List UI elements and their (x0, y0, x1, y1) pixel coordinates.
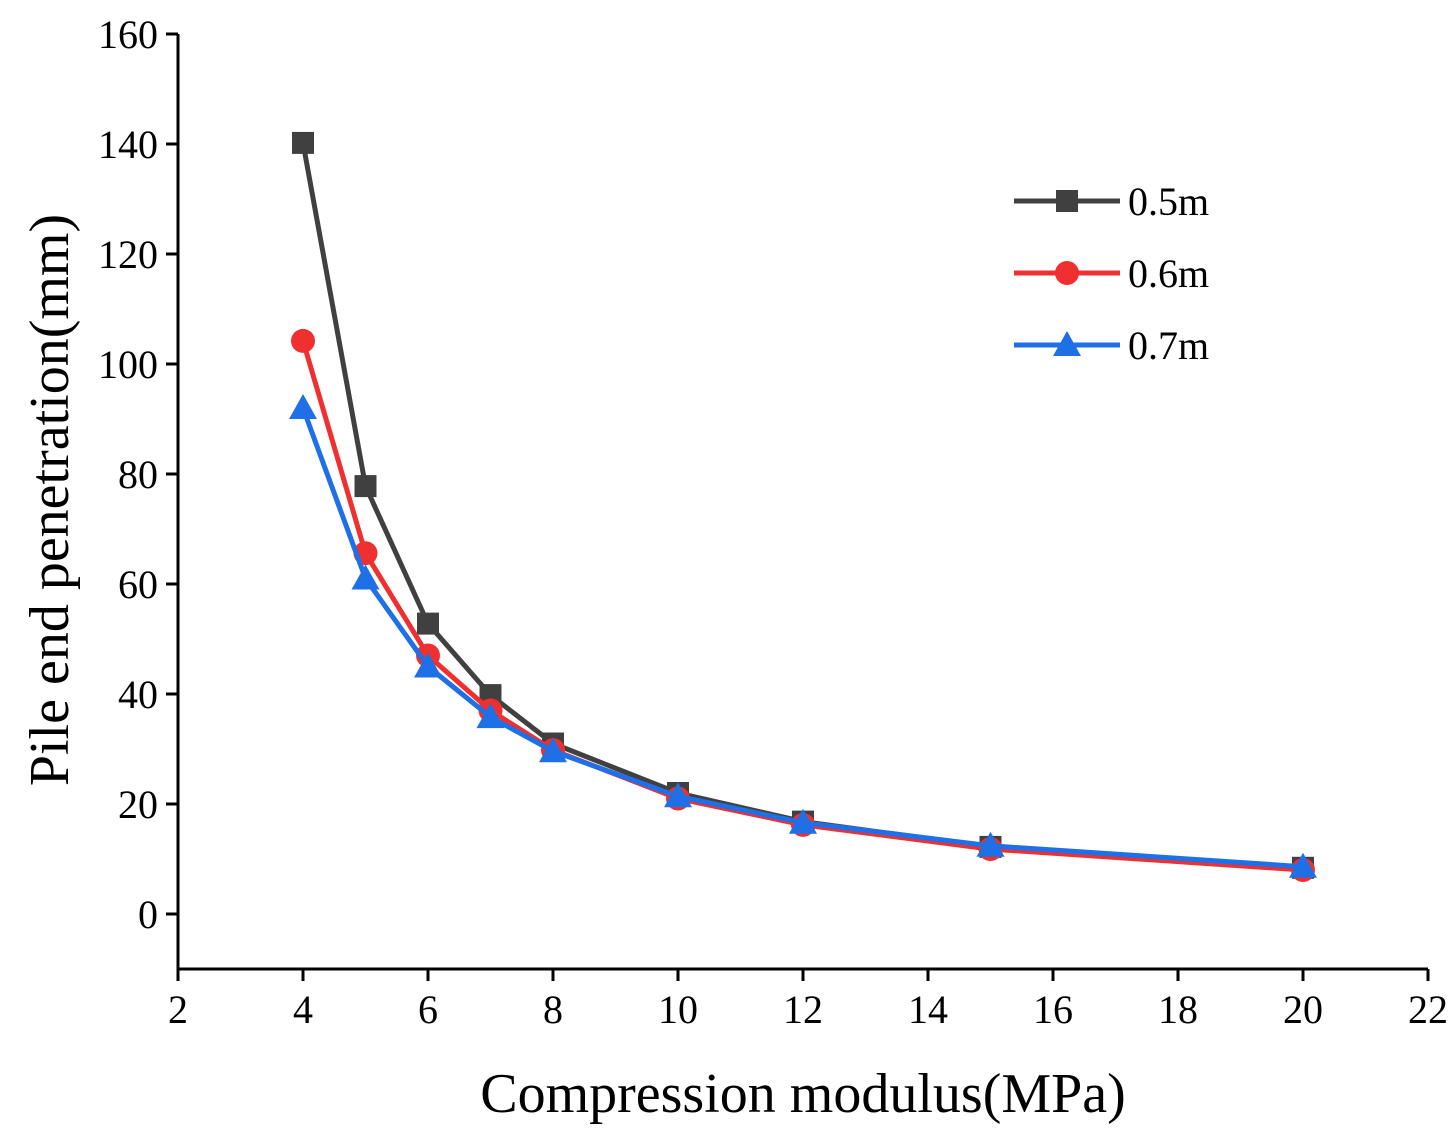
x-tick-label: 20 (1283, 987, 1323, 1032)
y-tick-label: 20 (118, 782, 158, 827)
legend-label: 0.7m (1128, 323, 1209, 368)
series-0.7m (289, 394, 1317, 878)
legend-item: 0.6m (1014, 251, 1209, 296)
series-0.5m (292, 131, 1314, 879)
legend-item: 0.5m (1014, 179, 1209, 224)
data-point (539, 737, 567, 763)
x-tick-label: 14 (908, 987, 948, 1032)
series-layer (289, 131, 1317, 882)
y-ticks: 0 20 40 60 80 100 120 140 160 (98, 12, 178, 937)
x-tick-label: 6 (418, 987, 438, 1032)
x-tick-label: 12 (783, 987, 823, 1032)
data-point (417, 612, 439, 635)
series-line (300, 407, 1304, 870)
legend-marker (1055, 261, 1079, 285)
y-tick-label: 0 (138, 892, 158, 937)
y-tick-label: 160 (98, 12, 158, 57)
y-tick-label: 120 (98, 232, 158, 277)
data-point (354, 475, 377, 498)
y-tick-label: 60 (118, 562, 158, 607)
data-point (789, 808, 817, 834)
x-tick-label: 10 (658, 987, 698, 1032)
x-tick-label: 2 (168, 987, 188, 1032)
data-point (291, 328, 315, 353)
y-tick-label: 140 (98, 122, 158, 167)
x-tick-label: 4 (293, 987, 313, 1032)
data-point (289, 394, 317, 419)
legend-marker (1056, 190, 1078, 212)
x-tick-label: 8 (543, 987, 563, 1032)
data-point (292, 131, 314, 154)
x-ticks: 2 4 6 8 10 12 14 16 18 20 22 (168, 969, 1448, 1032)
series-0.6m (291, 328, 1315, 882)
legend-label: 0.5m (1128, 179, 1209, 224)
legend-label: 0.6m (1128, 251, 1209, 296)
data-point (976, 831, 1005, 857)
y-tick-label: 80 (118, 452, 158, 497)
x-tick-label: 18 (1158, 987, 1198, 1032)
y-tick-label: 40 (118, 672, 158, 717)
y-tick-label: 100 (98, 342, 158, 387)
legend: 0.5m 0.6m 0.7m (1014, 179, 1209, 368)
legend-marker (1053, 331, 1081, 356)
x-tick-label: 22 (1408, 987, 1448, 1032)
legend-item: 0.7m (1014, 323, 1209, 368)
y-axis-title: Pile end penetration(mm) (19, 214, 81, 786)
data-point (1289, 852, 1317, 878)
data-point (664, 782, 692, 808)
data-point (476, 703, 505, 729)
x-tick-label: 16 (1033, 987, 1073, 1032)
series-line (300, 340, 1304, 873)
data-point (414, 652, 442, 678)
data-point (351, 564, 380, 590)
x-axis-title: Compression modulus(MPa) (480, 1063, 1126, 1125)
